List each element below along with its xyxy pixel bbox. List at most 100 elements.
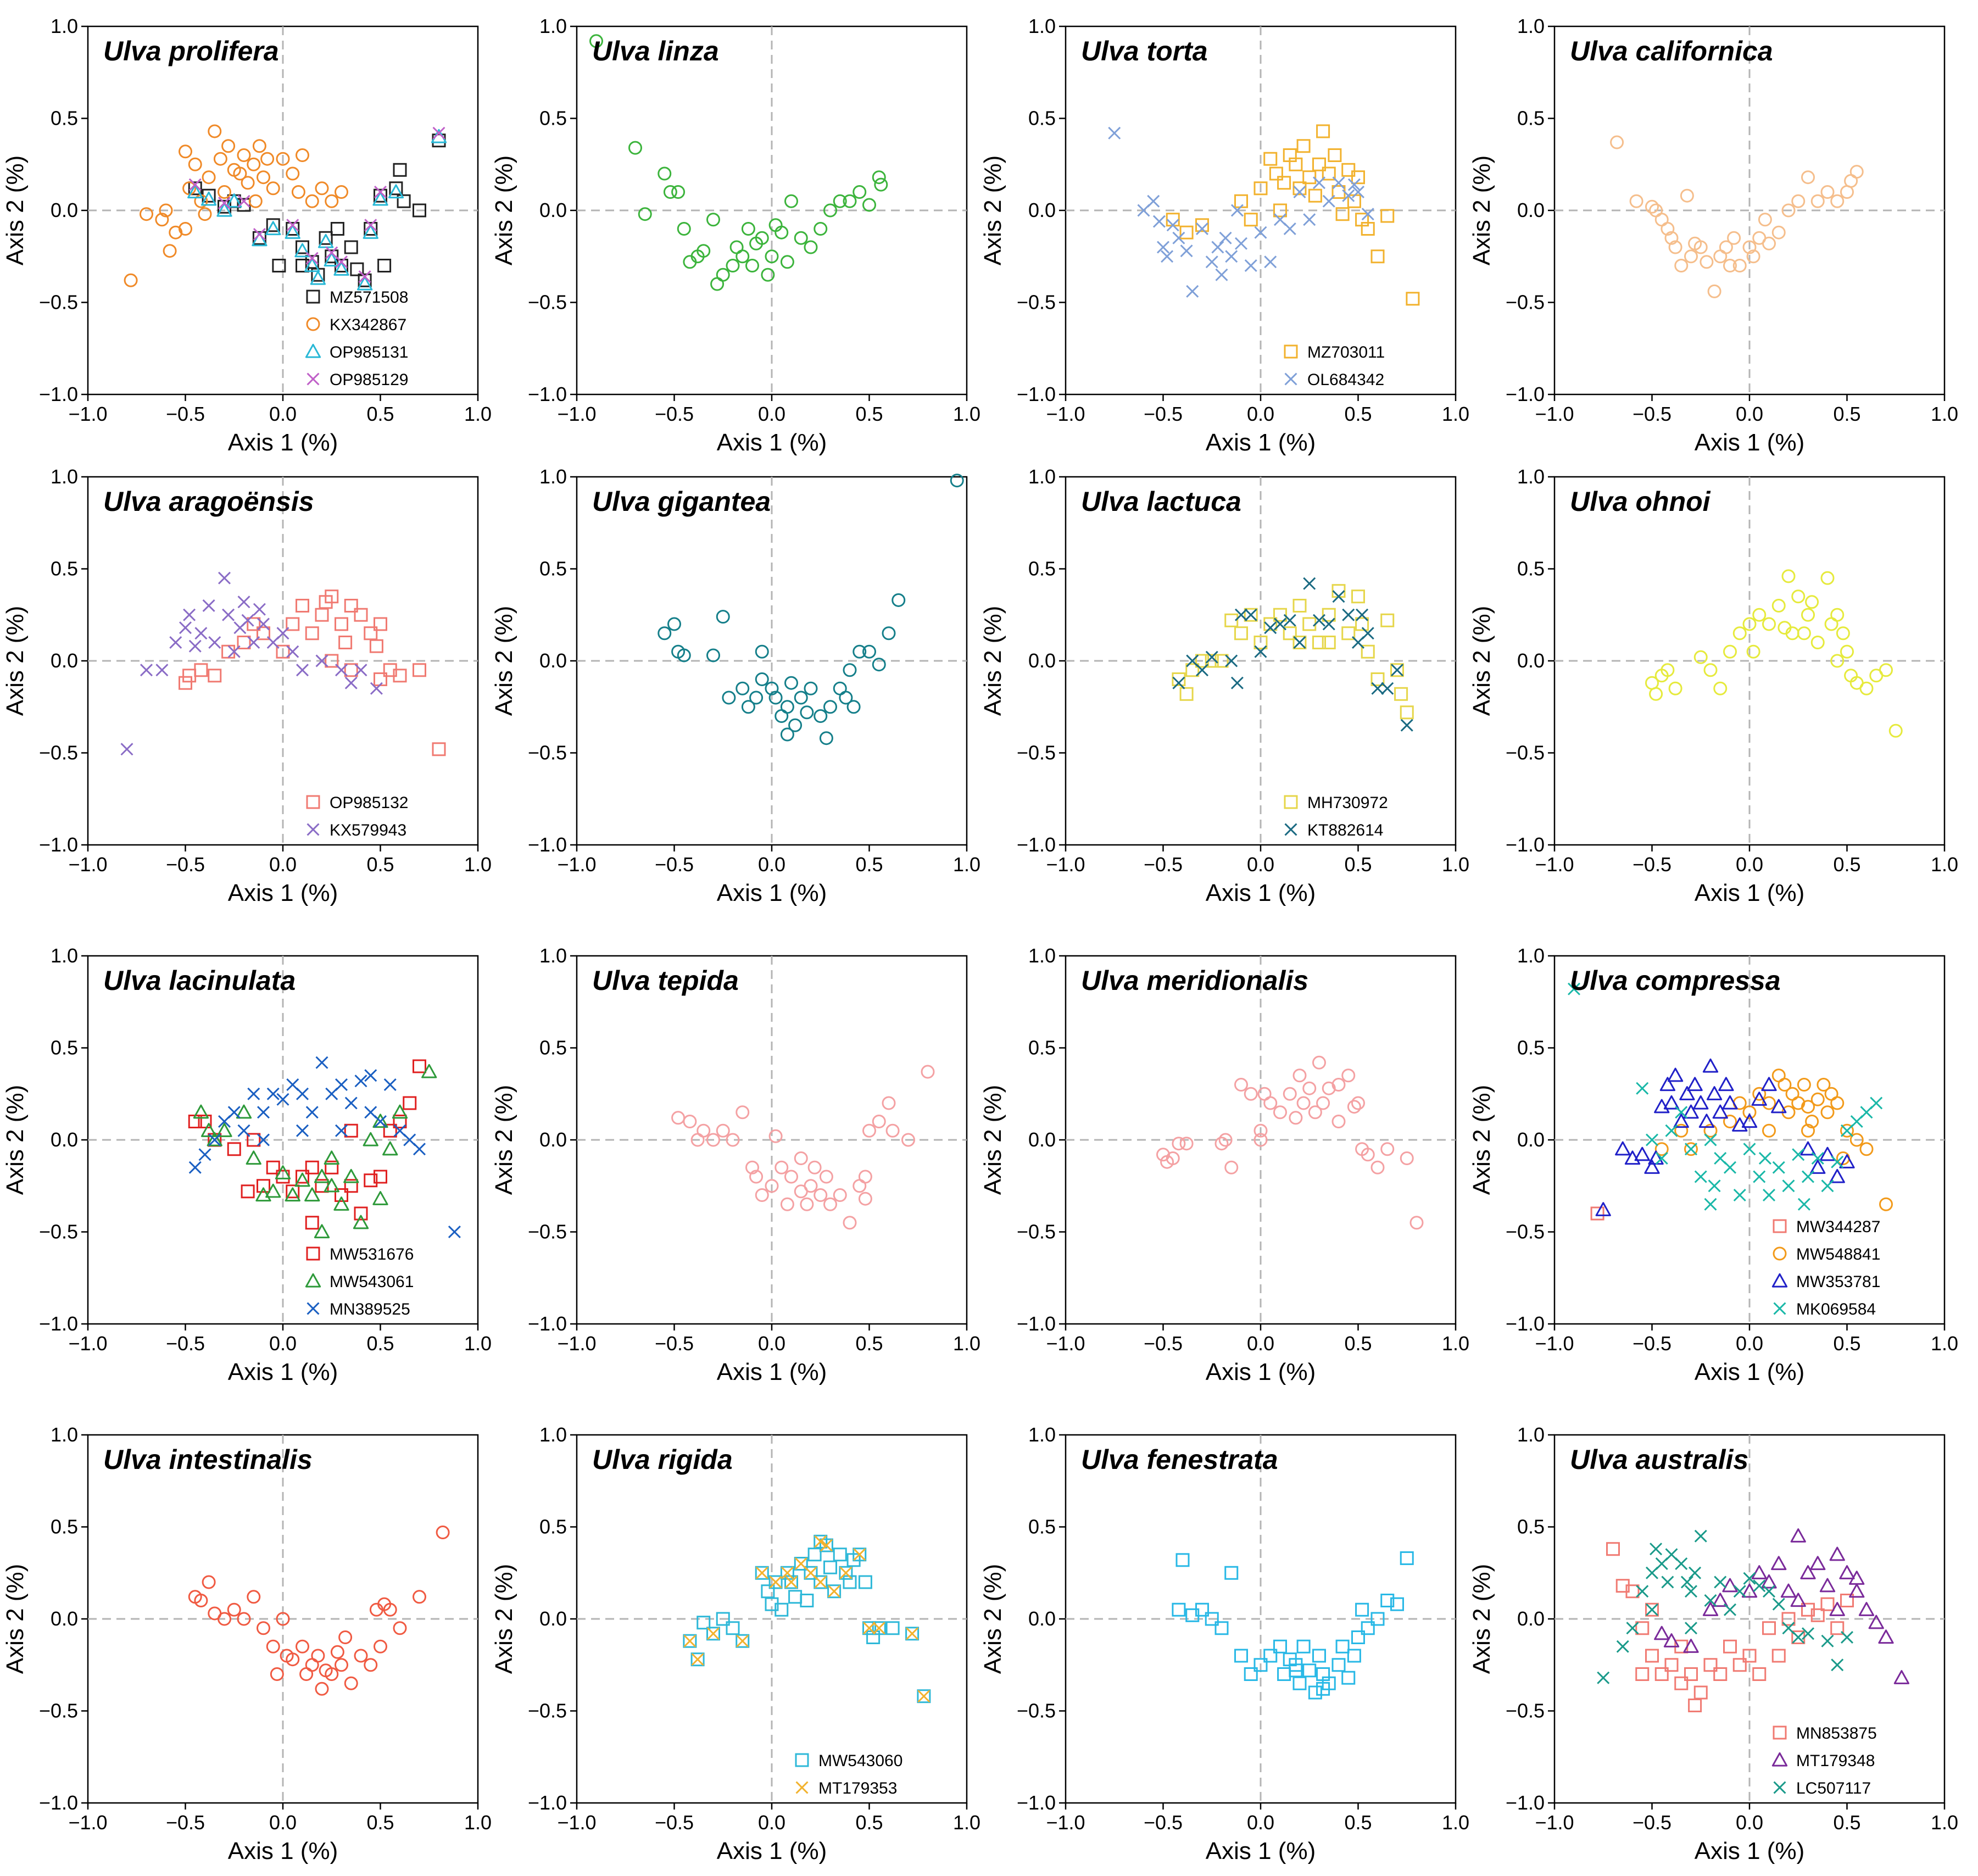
series-KX342867 xyxy=(124,124,348,287)
data-point xyxy=(247,617,261,631)
data-point xyxy=(1316,1096,1330,1110)
data-point xyxy=(722,691,736,705)
data-point xyxy=(413,1059,426,1073)
data-point xyxy=(1673,1114,1689,1128)
data-point xyxy=(1849,1133,1864,1147)
data-point xyxy=(1322,617,1335,631)
data-point xyxy=(1400,1551,1414,1565)
data-point xyxy=(241,176,255,190)
data-point xyxy=(658,166,672,181)
data-point xyxy=(726,1133,740,1147)
y-tick-label: −0.5 xyxy=(1506,291,1545,314)
data-point xyxy=(1723,259,1737,272)
data-point xyxy=(1879,1197,1893,1211)
data-point xyxy=(788,718,803,732)
data-point xyxy=(814,222,828,236)
y-tick-label: 0.0 xyxy=(1028,1607,1056,1630)
data-point xyxy=(741,222,755,236)
panel-title: Ulva australis xyxy=(1570,1444,1748,1475)
data-point xyxy=(1370,1612,1385,1626)
legend-label: MT179353 xyxy=(818,1779,897,1797)
series-MW344287 xyxy=(1590,1206,1604,1221)
y-axis-label: Axis 2 (%) xyxy=(1468,155,1495,265)
data-point xyxy=(843,663,857,677)
data-point xyxy=(1361,208,1374,221)
data-point xyxy=(1714,1576,1727,1589)
data-point xyxy=(218,185,231,199)
data-point xyxy=(338,1630,353,1644)
data-point xyxy=(1277,176,1291,190)
y-tick-label: −1.0 xyxy=(528,1312,567,1335)
data-point xyxy=(286,219,299,232)
data-point xyxy=(1406,292,1420,306)
x-tick-label: −1.0 xyxy=(68,853,107,876)
data-point xyxy=(1597,1671,1610,1684)
data-point xyxy=(286,617,300,631)
data-point xyxy=(1746,644,1760,659)
data-point xyxy=(237,595,250,609)
data-point xyxy=(1292,636,1307,649)
data-point xyxy=(892,593,906,607)
y-tick-label: 0.5 xyxy=(1028,1037,1056,1059)
data-point xyxy=(1743,1572,1756,1585)
data-point xyxy=(188,178,202,191)
data-point xyxy=(364,1069,377,1082)
panel-ulva-torta: −1.0 −0.5 0.0 0.5 1.0 −1.0 −0.5 0.0 0.5 1.0 Axis 1… xyxy=(979,15,1469,456)
data-point xyxy=(1820,185,1835,199)
data-point xyxy=(1214,1621,1229,1635)
data-point xyxy=(1732,1658,1747,1672)
x-tick-label: 1.0 xyxy=(1931,1811,1958,1834)
x-axis-label: Axis 1 (%) xyxy=(228,1838,338,1864)
data-point xyxy=(1195,222,1209,236)
data-point xyxy=(794,1151,808,1165)
data-point xyxy=(1683,1639,1699,1653)
data-point xyxy=(1665,1124,1678,1137)
series-points xyxy=(188,1526,450,1696)
data-point xyxy=(741,700,755,714)
data-point xyxy=(1335,207,1350,221)
data-point xyxy=(140,664,153,677)
x-tick-label: −1.0 xyxy=(1046,1332,1085,1355)
data-point xyxy=(227,1602,241,1617)
data-point xyxy=(1303,577,1316,590)
data-point xyxy=(200,1123,217,1137)
x-tick-label: 0.5 xyxy=(1833,1332,1860,1355)
panel-ulva-ohnoi: −1.0 −0.5 0.0 0.5 1.0 −1.0 −0.5 0.0 0.5 1.0 Axis 1… xyxy=(1468,465,1958,906)
y-tick-label: −1.0 xyxy=(39,383,78,405)
data-point xyxy=(1332,176,1345,190)
data-point xyxy=(270,1667,284,1681)
data-point xyxy=(1830,608,1845,622)
data-point xyxy=(1727,231,1741,245)
x-axis-label: Axis 1 (%) xyxy=(717,879,827,906)
data-point xyxy=(761,268,775,282)
data-point xyxy=(222,608,235,621)
x-tick-label: 0.0 xyxy=(1247,403,1274,425)
data-point xyxy=(252,139,266,153)
data-point xyxy=(1283,1087,1297,1101)
x-tick-label: −0.5 xyxy=(655,403,694,425)
data-point xyxy=(1312,1055,1326,1070)
data-point xyxy=(1879,663,1893,677)
legend-marker xyxy=(1773,1219,1787,1233)
data-point xyxy=(294,243,310,258)
data-point xyxy=(237,194,250,208)
data-point xyxy=(1684,1622,1698,1635)
legend-marker xyxy=(306,317,320,331)
data-point xyxy=(1684,1667,1698,1681)
panel-ulva-rigida: −1.0 −0.5 0.0 0.5 1.0 −1.0 −0.5 0.0 0.5 1.0 Axis 1… xyxy=(491,1423,980,1864)
data-point xyxy=(1253,1133,1268,1147)
data-point xyxy=(1790,1593,1806,1607)
data-point xyxy=(1234,237,1248,250)
data-point xyxy=(1762,1096,1776,1110)
y-axis-label: Axis 2 (%) xyxy=(2,155,29,265)
data-point xyxy=(1273,1639,1287,1654)
data-point xyxy=(917,1690,931,1703)
data-point xyxy=(768,1575,783,1589)
data-point xyxy=(1380,1142,1395,1156)
y-tick-label: 1.0 xyxy=(1028,465,1056,488)
data-point xyxy=(213,152,227,166)
data-point xyxy=(247,157,261,171)
legend-marker xyxy=(1771,1752,1788,1767)
data-point xyxy=(814,1535,827,1548)
legend-marker xyxy=(307,1302,320,1315)
